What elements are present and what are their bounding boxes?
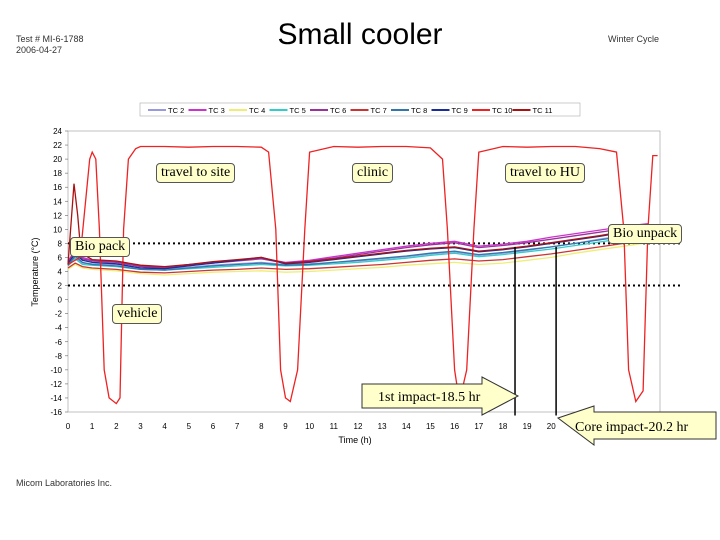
y-tick-label: 0 [58, 296, 63, 305]
x-tick-label: 19 [523, 422, 532, 431]
y-axis-ticks: 242220181614121086420-2-4-6-8-10-12-14-1… [50, 127, 68, 417]
cycle-label: Winter Cycle [608, 34, 660, 44]
annotation-travel-to-hu: travel to HU [505, 163, 585, 183]
y-tick-label: 8 [58, 239, 63, 248]
y-tick-label: -10 [50, 366, 62, 375]
x-tick-label: 5 [187, 422, 192, 431]
y-tick-label: 2 [58, 282, 63, 291]
series-line-tc-4 [67, 242, 648, 276]
y-tick-label: 16 [53, 183, 62, 192]
annotation-clinic: clinic [352, 163, 394, 183]
series-line-tc-8 [67, 232, 648, 271]
annotation-bio-pack: Bio pack [70, 237, 131, 257]
legend-label: TC 9 [452, 106, 468, 115]
y-tick-label: 4 [58, 268, 63, 277]
legend-label: TC 5 [290, 106, 306, 115]
y-tick-label: -4 [55, 324, 63, 333]
y-tick-label: -6 [55, 338, 63, 347]
x-tick-label: 16 [450, 422, 459, 431]
series-line-tc-9 [67, 228, 648, 270]
impact-lines [514, 246, 557, 416]
x-tick-label: 2 [114, 422, 119, 431]
x-tick-label: 10 [305, 422, 314, 431]
series-line-tc-10 [67, 145, 658, 405]
legend-label: TC 10 [492, 106, 512, 115]
first-impact-label: 1st impact-18.5 hr [378, 390, 481, 405]
series-line-tc-3 [67, 223, 648, 268]
x-tick-label: 3 [138, 422, 143, 431]
chart-title: Small cooler [277, 18, 443, 51]
legend-label: TC 4 [249, 106, 265, 115]
series-line-tc-6 [67, 225, 648, 269]
annotation-bio-unpack: Bio unpack [608, 224, 683, 244]
test-date: 2006-04-27 [16, 45, 63, 55]
x-tick-label: 6 [211, 422, 216, 431]
footer-company: Micom Laboratories Inc. [16, 478, 113, 488]
y-tick-label: 24 [53, 127, 62, 136]
series-line-tc-11 [67, 183, 648, 268]
x-tick-label: 18 [498, 422, 507, 431]
y-tick-label: -2 [55, 310, 63, 319]
y-axis-label: Temperature (°C) [30, 237, 40, 306]
y-tick-label: 12 [53, 211, 62, 220]
y-tick-label: 18 [53, 169, 62, 178]
x-tick-label: 9 [283, 422, 288, 431]
y-tick-label: 10 [53, 225, 62, 234]
x-tick-label: 1 [90, 422, 95, 431]
x-tick-label: 12 [354, 422, 363, 431]
core-impact-label: Core impact-20.2 hr [575, 420, 688, 435]
x-tick-label: 7 [235, 422, 240, 431]
annotation-travel-to-site: travel to site [156, 163, 236, 183]
y-tick-label: -14 [50, 394, 62, 403]
legend-label: TC 11 [533, 106, 553, 115]
y-tick-label: 22 [53, 141, 62, 150]
legend-label: TC 2 [168, 106, 184, 115]
series-line-tc-7 [67, 239, 648, 274]
x-tick-label: 20 [547, 422, 556, 431]
x-tick-label: 0 [66, 422, 71, 431]
y-tick-label: -12 [50, 380, 62, 389]
annotation-vehicle: vehicle [112, 304, 163, 324]
x-tick-label: 14 [402, 422, 411, 431]
legend-label: TC 3 [209, 106, 225, 115]
x-tick-label: 17 [474, 422, 483, 431]
y-tick-label: -16 [50, 408, 62, 417]
series-lines [67, 145, 658, 405]
legend-label: TC 8 [411, 106, 427, 115]
x-tick-label: 8 [259, 422, 264, 431]
y-tick-label: -8 [55, 352, 63, 361]
x-tick-label: 13 [378, 422, 387, 431]
core-impact-arrow: Core impact-20.2 hr [556, 405, 717, 446]
y-tick-label: 20 [53, 155, 62, 164]
x-tick-label: 15 [426, 422, 435, 431]
legend-label: TC 7 [371, 106, 387, 115]
x-tick-label: 11 [330, 422, 339, 431]
y-tick-label: 6 [58, 253, 63, 262]
x-axis-label: Time (h) [338, 435, 371, 445]
y-tick-label: 14 [53, 197, 62, 206]
x-tick-label: 4 [162, 422, 167, 431]
first-impact-arrow: 1st impact-18.5 hr [361, 376, 520, 416]
legend: TC 2 TC 3 TC 4 TC 5 TC 6 TC 7 TC 8 TC 9 TC 10 TC … [139, 102, 581, 117]
test-id: Test # MI-6-1788 [16, 34, 84, 44]
legend-label: TC 6 [330, 106, 346, 115]
